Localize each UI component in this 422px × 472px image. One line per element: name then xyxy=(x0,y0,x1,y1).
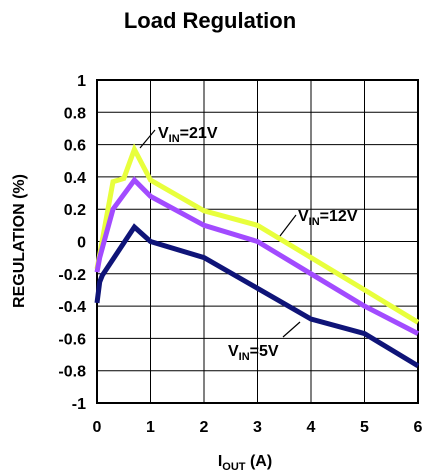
series-line-2 xyxy=(94,223,420,369)
plot-frame xyxy=(96,79,419,404)
label-leader-line-1 xyxy=(279,214,297,237)
y-tick-label-0: 1 xyxy=(77,73,86,90)
x-tick-label-4: 4 xyxy=(307,419,316,436)
series-label-21v: VIN=21V xyxy=(158,125,218,145)
y-tick-label-5: 0 xyxy=(77,235,86,252)
x-tick-label-5: 5 xyxy=(360,419,369,436)
label-leader-line-0 xyxy=(139,129,156,149)
series-label-5v-main: V xyxy=(228,343,239,360)
x-tick-labels: 0 1 2 3 4 5 6 xyxy=(93,419,422,436)
y-tick-labels: 1 0.8 0.6 0.4 0.2 0 -0.2 -0.4 -0.6 -0.8 -1 xyxy=(58,73,86,413)
series-line-1 xyxy=(94,176,420,336)
chart-title: Load Regulation xyxy=(124,8,296,33)
y-tick-label-1: 0.8 xyxy=(64,105,86,122)
series-label-21v-tail: =21V xyxy=(180,125,218,142)
x-tick-label-0: 0 xyxy=(93,419,102,436)
series-label-21v-main: V xyxy=(158,125,169,142)
series-label-5v: VIN=5V xyxy=(228,343,279,363)
series-line-0 xyxy=(94,143,420,325)
y-tick-label-7: -0.4 xyxy=(58,299,86,316)
series-label-12v-main: V xyxy=(298,208,309,225)
series-label-12v-sub: IN xyxy=(309,216,320,228)
series-label-5v-sub: IN xyxy=(239,351,250,363)
series-layer xyxy=(94,143,420,369)
y-tick-label-8: -0.6 xyxy=(58,331,86,348)
label-leaders xyxy=(139,129,301,338)
y-tick-label-4: 0.2 xyxy=(64,202,86,219)
x-tick-label-2: 2 xyxy=(200,419,209,436)
series-label-5v-tail: =5V xyxy=(250,343,279,360)
y-tick-label-6: -0.2 xyxy=(58,267,86,284)
series-label-21v-sub: IN xyxy=(169,133,180,145)
y-tick-label-10: -1 xyxy=(72,396,86,413)
y-axis-label: REGULATION (%) xyxy=(11,174,28,308)
label-leader-line-2 xyxy=(282,321,301,338)
x-axis-label-sub: OUT xyxy=(222,461,246,472)
series-label-12v-tail: =12V xyxy=(320,208,358,225)
x-tick-label-3: 3 xyxy=(253,419,262,436)
x-tick-label-1: 1 xyxy=(146,419,155,436)
x-axis-label: IOUT (A) xyxy=(218,453,272,472)
y-tick-label-2: 0.6 xyxy=(64,138,86,155)
y-tick-label-9: -0.8 xyxy=(58,364,86,381)
x-axis-label-tail: (A) xyxy=(246,453,273,470)
x-axis-label-main: I xyxy=(218,453,222,470)
y-tick-label-3: 0.4 xyxy=(64,170,86,187)
x-tick-label-6: 6 xyxy=(414,419,422,436)
series-label-12v: VIN=12V xyxy=(298,208,358,228)
